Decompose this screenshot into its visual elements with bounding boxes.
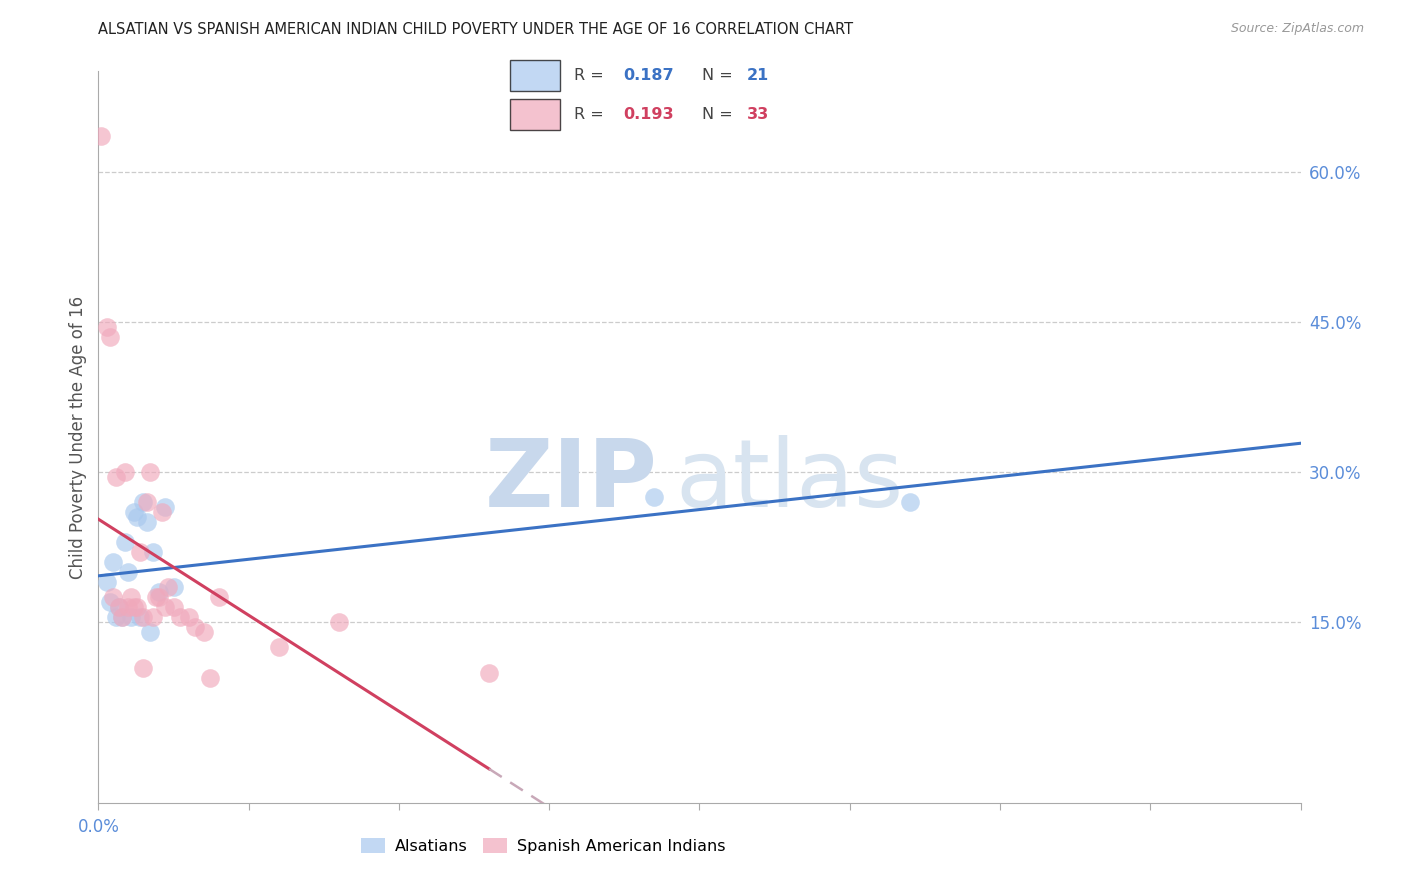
- Text: 0.187: 0.187: [623, 68, 673, 83]
- Point: [117, 600, 139, 615]
- Point: [108, 600, 131, 615]
- Text: N =: N =: [702, 107, 738, 122]
- FancyBboxPatch shape: [510, 61, 560, 91]
- Text: N =: N =: [702, 68, 738, 83]
- Point: [478, 665, 501, 680]
- Point: [328, 615, 350, 630]
- Point: [169, 610, 191, 624]
- Point: [100, 330, 122, 344]
- Text: R =: R =: [575, 107, 609, 122]
- Text: R =: R =: [575, 68, 609, 83]
- Text: Source: ZipAtlas.com: Source: ZipAtlas.com: [1230, 22, 1364, 36]
- Point: [129, 610, 152, 624]
- Text: atlas: atlas: [675, 435, 904, 527]
- Point: [103, 591, 125, 605]
- Point: [103, 555, 125, 569]
- Point: [96, 575, 118, 590]
- Text: ALSATIAN VS SPANISH AMERICAN INDIAN CHILD POVERTY UNDER THE AGE OF 16 CORRELATIO: ALSATIAN VS SPANISH AMERICAN INDIAN CHIL…: [98, 22, 853, 37]
- Point: [148, 585, 170, 599]
- Text: 0.193: 0.193: [623, 107, 673, 122]
- Point: [105, 610, 128, 624]
- Point: [100, 595, 122, 609]
- Point: [132, 610, 155, 624]
- Point: [124, 600, 146, 615]
- Point: [132, 660, 155, 674]
- Point: [90, 129, 112, 144]
- Point: [121, 610, 143, 624]
- Point: [153, 600, 176, 615]
- Point: [105, 470, 128, 484]
- Point: [141, 610, 163, 624]
- Legend: Alsatians, Spanish American Indians: Alsatians, Spanish American Indians: [354, 831, 731, 861]
- Point: [898, 495, 921, 509]
- Point: [193, 625, 215, 640]
- Point: [267, 640, 290, 655]
- Text: 33: 33: [747, 107, 769, 122]
- Y-axis label: Child Poverty Under the Age of 16: Child Poverty Under the Age of 16: [69, 295, 87, 579]
- Point: [183, 620, 205, 634]
- Point: [111, 610, 134, 624]
- Point: [121, 591, 143, 605]
- Point: [138, 625, 160, 640]
- Text: 21: 21: [747, 68, 769, 83]
- Point: [148, 591, 170, 605]
- Point: [127, 510, 149, 524]
- Point: [162, 580, 184, 594]
- Point: [108, 600, 131, 615]
- Point: [127, 600, 149, 615]
- Point: [111, 610, 134, 624]
- Point: [117, 566, 139, 580]
- Point: [156, 580, 179, 594]
- Point: [162, 600, 184, 615]
- Text: ZIP: ZIP: [485, 435, 658, 527]
- Point: [150, 505, 173, 519]
- Point: [124, 505, 146, 519]
- Point: [114, 465, 136, 479]
- Point: [132, 495, 155, 509]
- Point: [129, 545, 152, 559]
- Point: [208, 591, 231, 605]
- Point: [145, 591, 167, 605]
- Point: [643, 490, 665, 504]
- Point: [153, 500, 176, 515]
- Point: [141, 545, 163, 559]
- Point: [135, 515, 157, 529]
- Point: [177, 610, 200, 624]
- FancyBboxPatch shape: [510, 99, 560, 130]
- Point: [114, 535, 136, 549]
- Point: [96, 319, 118, 334]
- Point: [135, 495, 157, 509]
- Point: [138, 465, 160, 479]
- Point: [198, 671, 221, 685]
